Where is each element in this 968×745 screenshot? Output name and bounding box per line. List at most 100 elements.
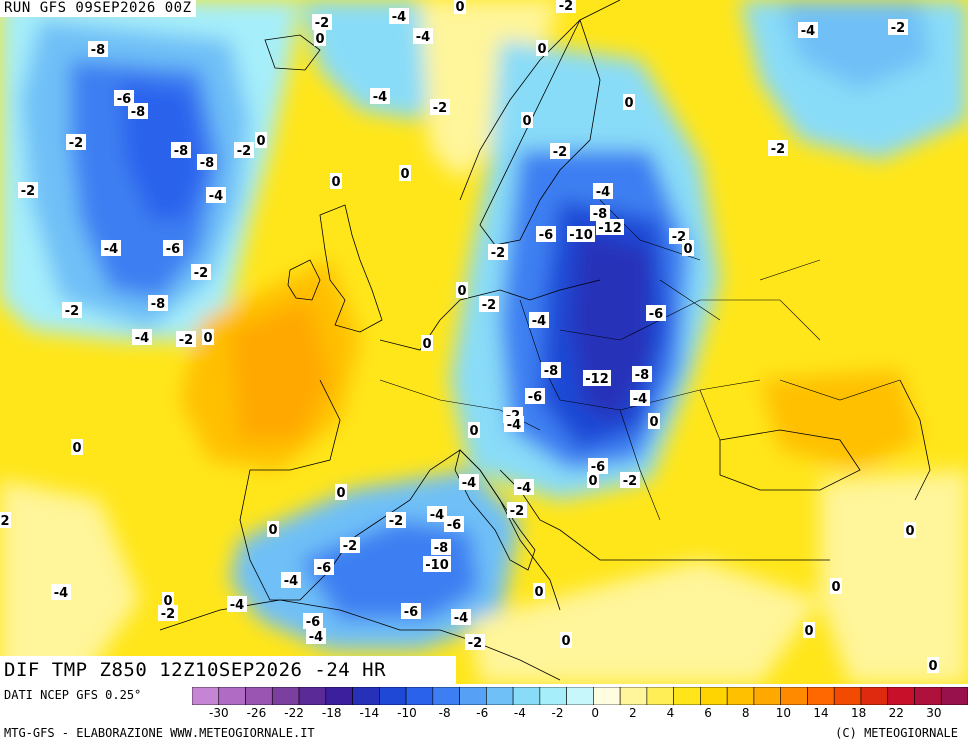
contour-label: 0 [72, 441, 81, 456]
contour-label-box [798, 22, 818, 38]
color-swatch [673, 686, 701, 706]
contour-label: 2 [0, 514, 9, 529]
contour-label: 0 [422, 337, 431, 352]
contour-label-box [456, 282, 468, 298]
contour-label-box [148, 295, 168, 311]
contour-label: 0 [534, 585, 543, 600]
contour-label: 0 [256, 134, 265, 149]
color-swatch [566, 686, 594, 706]
scale-tick-label: -30 [209, 706, 229, 720]
temperature-anomaly-map: -2 -4 0 -2 0 -4 -2 -4 -8 0 -6 -8 -4 -2 0 0 -2 0 -8 -2 -2 -2 -8… [0, 0, 968, 684]
contour-label-box [171, 142, 191, 158]
color-swatch [352, 686, 380, 706]
contour-label: -4 [633, 392, 647, 407]
color-swatch [325, 686, 353, 706]
scale-tick-label: -6 [476, 706, 489, 720]
contour-label-box [312, 14, 332, 30]
contour-label-box [459, 474, 479, 490]
contour-label: 0 [457, 284, 466, 299]
contour-label: -4 [517, 481, 531, 496]
scale-tick-label: 14 [813, 706, 829, 720]
contour-label-box [421, 335, 433, 351]
contour-label: -8 [544, 364, 558, 379]
contour-label-box [567, 226, 595, 242]
contour-label-box [507, 502, 527, 518]
color-swatch [379, 686, 407, 706]
contour-label: -6 [117, 92, 131, 107]
scale-tick-label: -8 [438, 706, 451, 720]
contour-label-box [521, 112, 533, 128]
contour-label-box [504, 416, 524, 432]
scale-tick-label: 22 [888, 706, 904, 720]
scale-tick-label: -10 [397, 706, 417, 720]
color-swatch [726, 686, 755, 706]
contour-label-box [191, 264, 211, 280]
contour-label-box [227, 596, 247, 612]
contour-label-box [162, 592, 174, 608]
contour-label-box [630, 390, 650, 406]
field-title: DIF TMP Z850 12Z10SEP2026 -24 HR [0, 656, 456, 684]
color-swatch [593, 686, 621, 706]
contour-label: -4 [532, 314, 546, 329]
contour-label-box [370, 88, 390, 104]
color-scale [191, 686, 968, 709]
contour-label-box [399, 165, 411, 181]
contour-label: -8 [131, 105, 145, 120]
contour-label-box [176, 331, 196, 347]
contour-label-box [888, 19, 908, 35]
contour-label: -12 [598, 221, 622, 236]
color-swatch [245, 686, 273, 706]
contour-label: -4 [230, 598, 244, 613]
contour-label-box [904, 522, 916, 538]
contour-label-box [314, 30, 326, 46]
contour-label: -2 [65, 304, 79, 319]
contour-labels: -2 -40 -20 -4-2-4-8 0-6-8-4-2 00-2 0-8 -2 -2 -2-8… [0, 0, 939, 674]
contour-label: -2 [21, 184, 35, 199]
contour-label-box [202, 329, 214, 345]
color-swatch [780, 686, 808, 706]
contour-label: -2 [315, 16, 329, 31]
contour-label-box [525, 388, 545, 404]
contour-label: -4 [392, 10, 406, 25]
contour-label-box [488, 244, 508, 260]
contour-label-box [583, 370, 611, 386]
contour-label: -6 [591, 460, 605, 475]
contour-label: -6 [447, 518, 461, 533]
contour-label-box [444, 516, 464, 532]
color-swatch [887, 686, 915, 706]
contour-label-box [62, 302, 82, 318]
contour-label: -8 [434, 541, 448, 556]
contour-label: 0 [537, 42, 546, 57]
contour-label-box [451, 609, 471, 625]
contour-label-box [281, 572, 301, 588]
contour-label: -4 [104, 242, 118, 257]
contour-label: -2 [389, 514, 403, 529]
contour-label: -8 [593, 207, 607, 222]
color-swatch [218, 686, 246, 706]
scale-tick-label: 2 [628, 706, 637, 720]
contour-label: -4 [209, 189, 223, 204]
contour-label-box [430, 99, 450, 115]
scale-tick-label: -4 [513, 706, 526, 720]
scale-tick-label: 18 [850, 706, 867, 720]
contour-label-box [335, 484, 347, 500]
contour-label: -2 [559, 0, 573, 14]
scale-tick-label: -18 [321, 706, 342, 720]
contour-label: -4 [801, 24, 815, 39]
scale-tick-label: 8 [741, 706, 750, 720]
color-swatch [860, 686, 889, 706]
contour-label-box [51, 584, 71, 600]
color-swatch [271, 686, 300, 706]
contour-label-box [620, 472, 640, 488]
contour-label: -2 [343, 539, 357, 554]
color-swatch [646, 686, 674, 706]
color-swatch [539, 686, 567, 706]
borders [379, 199, 901, 521]
contour-label-box [206, 187, 226, 203]
color-swatch [807, 686, 835, 706]
contour-label-box [596, 219, 624, 235]
map-canvas: -2 -40 -20 -4-2-4-8 0-6-8-4-2 00-2 0-8 -2 -2 -2-8… [0, 0, 968, 684]
contour-label-box [128, 103, 148, 119]
color-swatch [914, 686, 942, 706]
contour-label: -8 [91, 43, 105, 58]
